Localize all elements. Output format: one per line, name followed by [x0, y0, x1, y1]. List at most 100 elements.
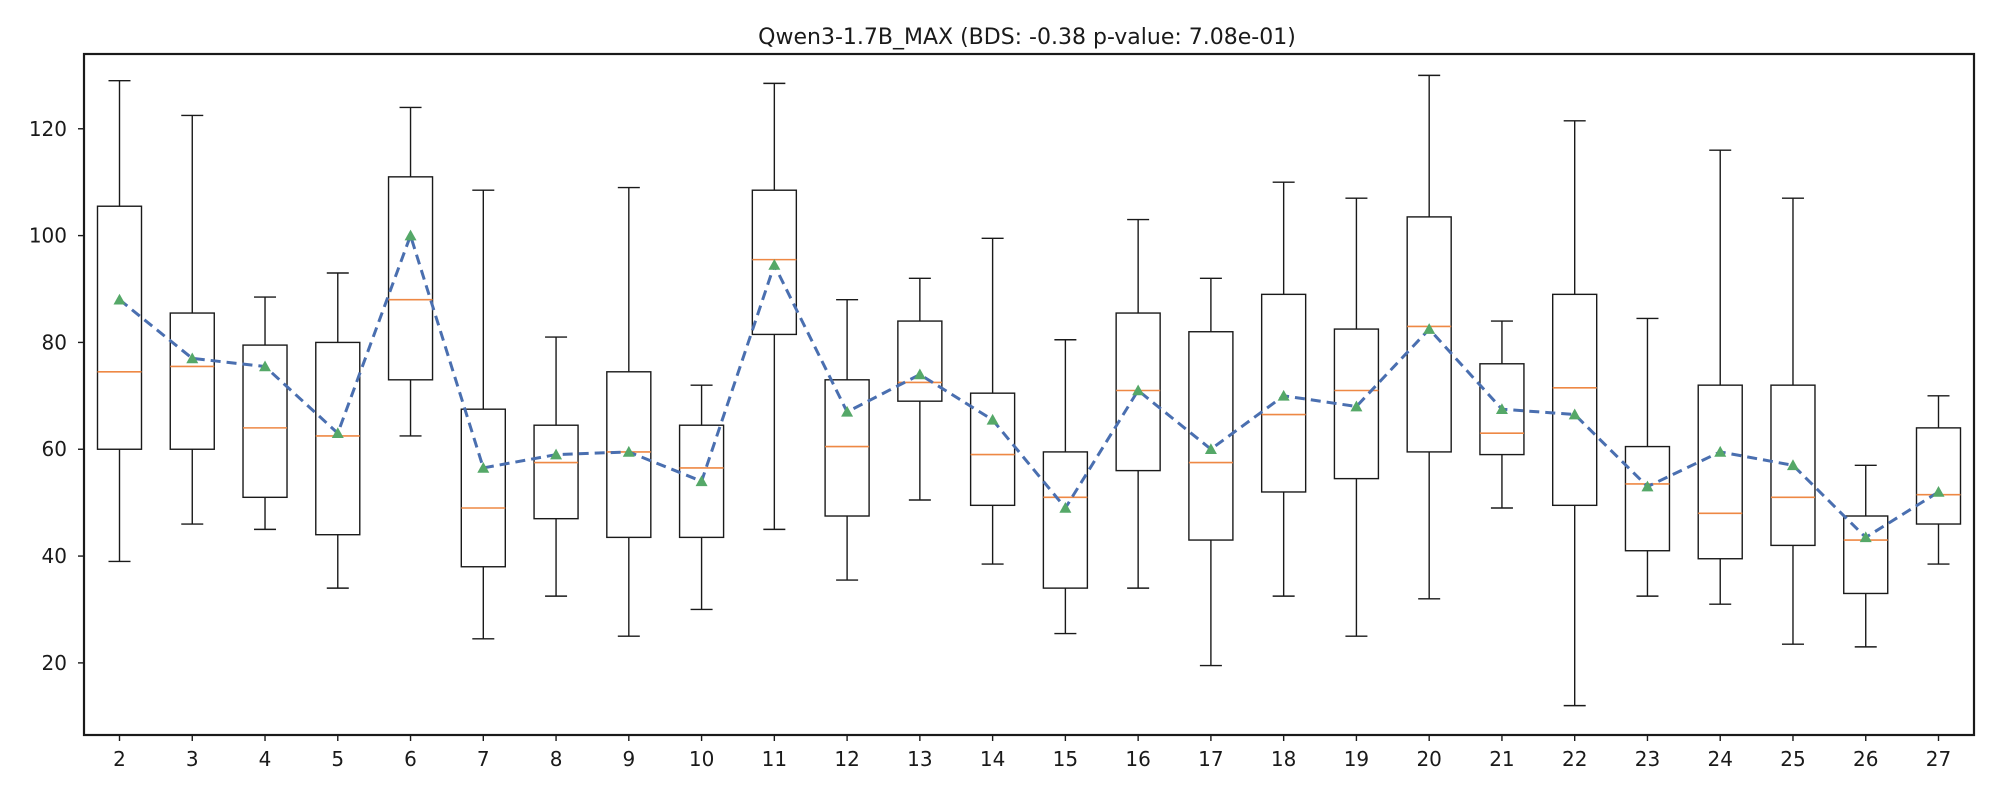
box-group-6 [387, 106, 434, 437]
box-group-13 [897, 277, 943, 501]
box-iqr [315, 341, 361, 536]
box-group-18 [1260, 181, 1307, 597]
y-tick-label: 80 [42, 330, 67, 354]
x-tick-label: 7 [477, 747, 490, 771]
y-tick-label: 20 [42, 651, 67, 675]
mean-marker [1277, 389, 1290, 401]
box-group-11 [751, 82, 798, 531]
mean-marker [1786, 459, 1799, 471]
mean-marker [1714, 445, 1727, 457]
x-tick-label: 4 [259, 747, 272, 771]
mean-marker [331, 427, 344, 439]
box-iqr [1551, 293, 1598, 507]
box-iqr [969, 392, 1016, 507]
x-tick-label: 18 [1271, 747, 1296, 771]
box-iqr [1843, 515, 1889, 595]
x-tick-label: 25 [1780, 747, 1805, 771]
box-group-19 [1333, 197, 1380, 637]
x-tick-label: 13 [907, 747, 932, 771]
box-iqr [1697, 384, 1743, 560]
box-group-4 [242, 296, 288, 531]
x-tick-label: 6 [404, 747, 417, 771]
y-tick-label: 120 [29, 117, 67, 141]
mean-marker [1568, 408, 1581, 420]
mean-trend-line [118, 230, 1940, 540]
box-iqr [1770, 384, 1816, 547]
x-axis: 2 3 4 5 6 7 8 9 10 11 12 13 14 15 16 17 18 19 20 21 22 23 24 25… [113, 735, 1951, 771]
box-iqr [1260, 293, 1307, 493]
plot-frame [82, 52, 1976, 737]
x-tick-label: 24 [1707, 747, 1732, 771]
box-iqr [751, 189, 798, 336]
boxes-layer [96, 74, 1962, 707]
box-group-3 [169, 114, 215, 525]
x-tick-label: 22 [1562, 747, 1587, 771]
box-iqr [1479, 363, 1525, 456]
mean-marker [986, 413, 999, 425]
x-tick-label: 12 [834, 747, 859, 771]
box-group-22 [1551, 120, 1598, 707]
mean-marker [1204, 443, 1217, 455]
x-tick-label: 19 [1344, 747, 1369, 771]
x-tick-label: 17 [1198, 747, 1223, 771]
x-tick-label: 16 [1125, 747, 1150, 771]
mean-marker [1641, 480, 1654, 492]
y-tick-label: 40 [42, 544, 67, 568]
x-tick-label: 23 [1635, 747, 1660, 771]
x-tick-label: 9 [622, 747, 635, 771]
box-iqr [1406, 216, 1452, 453]
box-group-25 [1770, 197, 1816, 645]
x-tick-label: 11 [762, 747, 787, 771]
box-group-26 [1843, 464, 1889, 648]
x-tick-label: 10 [689, 747, 714, 771]
box-iqr [169, 312, 215, 450]
box-iqr [1042, 451, 1089, 589]
mean-marker [186, 352, 199, 364]
mean-marker [1495, 403, 1508, 414]
y-axis: 20 40 60 80 100 120 [29, 117, 84, 675]
y-tick-label: 60 [42, 437, 67, 461]
x-tick-label: 21 [1489, 747, 1514, 771]
box-iqr [387, 176, 434, 381]
mean-marker [1132, 384, 1145, 396]
box-group-14 [969, 237, 1016, 565]
box-iqr [678, 424, 725, 539]
box-iqr [824, 379, 870, 517]
box-iqr [606, 371, 652, 539]
mean-marker [1350, 400, 1363, 412]
mean-marker [768, 258, 781, 270]
box-group-24 [1697, 149, 1743, 605]
mean-marker [622, 445, 635, 457]
box-iqr [1115, 312, 1161, 472]
chart-title: Qwen3-1.7B_MAX (BDS: -0.38 p-value: 7.08… [758, 25, 1296, 50]
box-iqr [242, 344, 288, 499]
box-iqr [533, 424, 579, 520]
mean-layer [113, 229, 1945, 543]
mean-marker [1423, 323, 1436, 334]
mean-marker [113, 293, 126, 305]
x-tick-label: 14 [980, 747, 1005, 771]
x-tick-label: 20 [1416, 747, 1441, 771]
mean-marker [1859, 531, 1872, 543]
box-group-27 [1915, 395, 1962, 565]
mean-marker [841, 405, 854, 417]
box-group-8 [533, 336, 579, 597]
mean-marker [1932, 485, 1945, 497]
x-tick-label: 26 [1853, 747, 1878, 771]
box-iqr [96, 205, 143, 450]
x-tick-label: 27 [1926, 747, 1951, 771]
x-tick-label: 2 [113, 747, 126, 771]
mean-marker [550, 448, 563, 460]
box-iqr [897, 320, 943, 402]
box-group-12 [824, 298, 870, 581]
box-group-21 [1479, 320, 1525, 509]
mean-marker [913, 368, 926, 380]
x-tick-label: 5 [331, 747, 344, 771]
box-group-15 [1042, 339, 1089, 635]
mean-marker [259, 360, 272, 372]
x-tick-label: 3 [186, 747, 199, 771]
box-group-10 [678, 384, 725, 611]
mean-marker [695, 475, 708, 487]
mean-marker [477, 461, 490, 473]
